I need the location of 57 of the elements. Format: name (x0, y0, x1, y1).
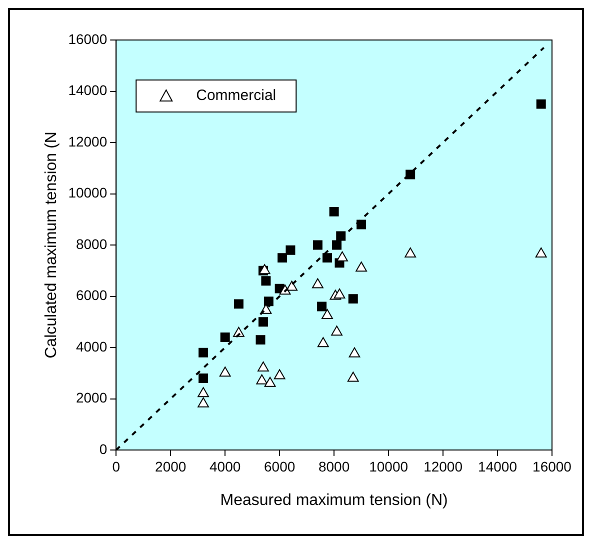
y-tick-label: 0 (99, 440, 108, 457)
y-tick-label: 10000 (68, 184, 108, 201)
point (258, 264, 270, 274)
y-tick-label: 16000 (68, 30, 108, 47)
y-tick-label: 12000 (68, 133, 108, 150)
point (234, 299, 244, 309)
x-tick-label: 16000 (532, 458, 572, 474)
y-tick-label: 14000 (68, 82, 108, 98)
point (219, 366, 231, 377)
point (312, 240, 322, 250)
point (331, 326, 342, 336)
point (322, 308, 333, 319)
point (258, 317, 268, 327)
x-tick-label: 14000 (478, 458, 518, 474)
x-tick-label: 12000 (424, 458, 463, 474)
point (198, 397, 209, 408)
point (286, 245, 296, 255)
point (198, 387, 209, 398)
point (348, 294, 358, 304)
point (264, 376, 276, 387)
x-tick-label: 10000 (369, 458, 408, 474)
point (317, 337, 329, 348)
point (356, 262, 368, 272)
point (317, 302, 327, 312)
point (256, 374, 268, 384)
point (322, 253, 332, 263)
point (535, 247, 547, 258)
x-tick-label: 2000 (155, 458, 186, 474)
point (261, 276, 271, 286)
point (347, 372, 359, 382)
point (286, 280, 298, 291)
y-tick-label: 6000 (76, 287, 108, 304)
point (258, 362, 269, 372)
x-tick-label: 4000 (210, 458, 241, 474)
point (329, 206, 339, 216)
y-tick-label: 4000 (76, 338, 108, 354)
x-tick-label: 6000 (264, 458, 296, 474)
point (220, 332, 230, 342)
point (336, 231, 346, 241)
point (336, 251, 348, 262)
point (198, 374, 208, 383)
x-tick-label: 0 (112, 458, 120, 474)
point (312, 278, 324, 288)
point (278, 253, 288, 263)
legend-label: Commercial (196, 87, 276, 104)
x-tick-label: 8000 (318, 458, 350, 474)
point (404, 247, 416, 258)
y-tick-label: 2000 (76, 390, 108, 406)
y-axis-title: Calculated maximum tension (N (43, 132, 60, 358)
point (348, 347, 360, 358)
y-tick-label: 8000 (76, 236, 108, 252)
x-axis-title: Measured maximum tension (N) (220, 492, 448, 509)
point (334, 288, 346, 298)
point (274, 369, 286, 380)
point (256, 335, 266, 345)
point (198, 348, 208, 358)
point (536, 99, 546, 109)
